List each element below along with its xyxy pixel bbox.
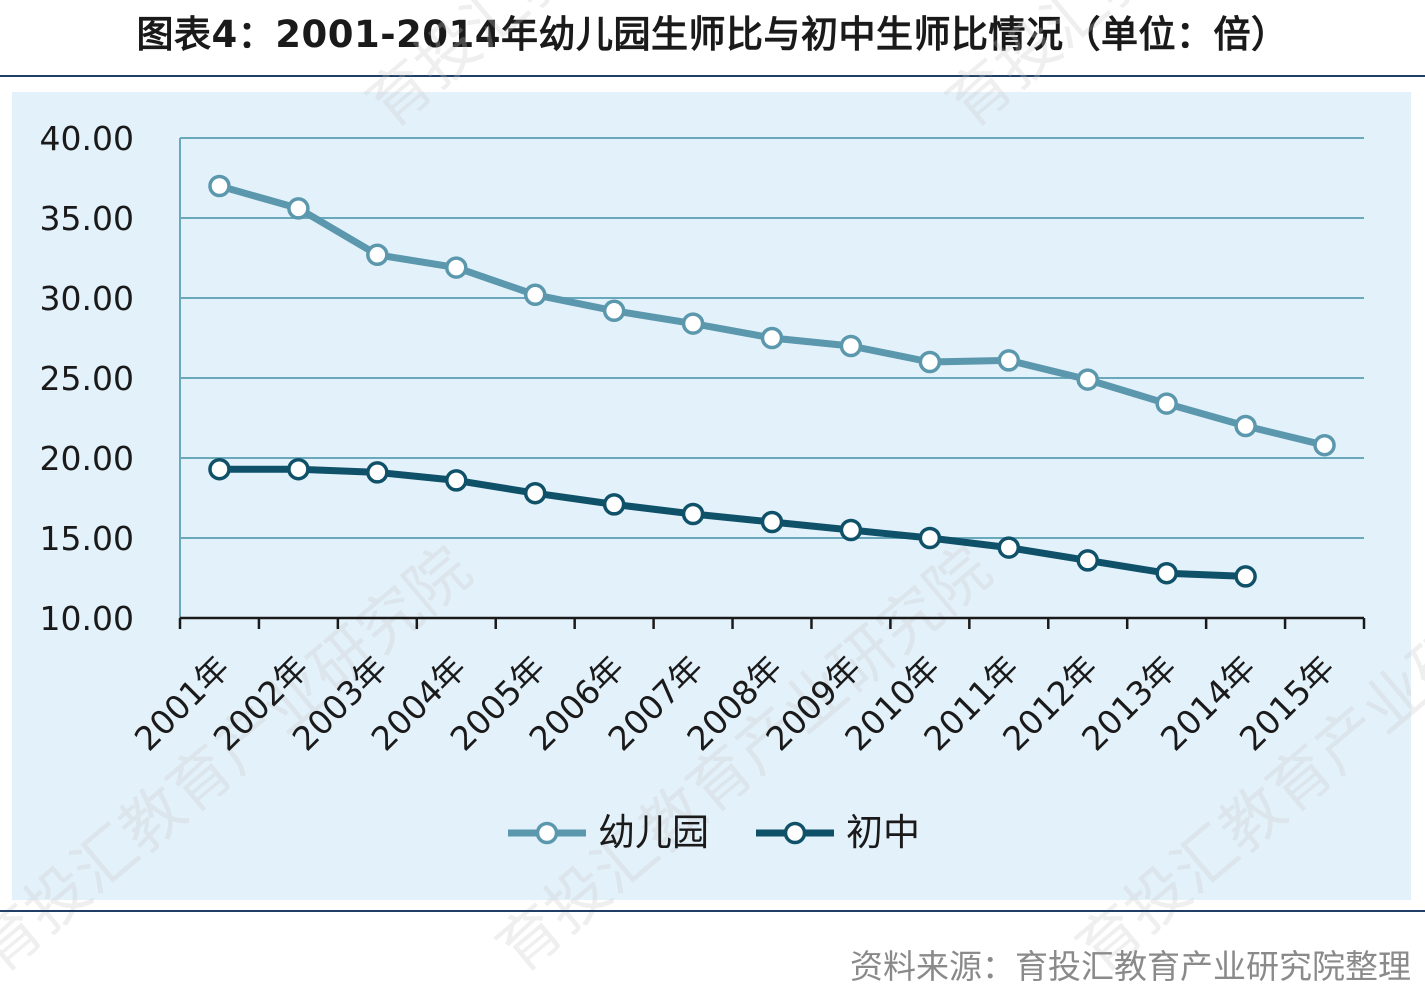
data-point [523, 481, 547, 505]
data-point [1234, 414, 1257, 438]
data-point [1155, 561, 1178, 585]
legend: 幼儿园 初中 [508, 811, 920, 854]
data-point [760, 510, 784, 534]
data-point [287, 457, 310, 481]
chart-title: 图表4：2001-2014年幼儿园生师比与初中生师比情况（单位：倍） [136, 13, 1289, 56]
data-point [602, 493, 626, 516]
legend-item: 初中 [756, 811, 920, 854]
legend-label: 幼儿园 [598, 811, 709, 854]
data-point [366, 461, 389, 484]
legend-swatch-marker [783, 821, 807, 845]
data-point [1234, 565, 1257, 588]
data-point [918, 526, 942, 550]
top-divider [0, 75, 1425, 77]
series-middle-school [208, 457, 1257, 588]
data-point [997, 349, 1021, 372]
y-tick-label: 25.00 [40, 359, 134, 398]
y-tick-label: 30.00 [40, 279, 134, 318]
plot-area [12, 92, 1411, 900]
bottom-divider [0, 910, 1425, 912]
data-point [445, 256, 468, 279]
series-line [219, 465, 1246, 580]
y-tick-label: 15.00 [40, 519, 134, 558]
data-point [681, 312, 705, 335]
data-point [445, 469, 468, 492]
data-point [208, 174, 231, 198]
data-point [760, 326, 784, 350]
y-tick-label: 10.00 [40, 599, 134, 638]
data-point [839, 334, 863, 358]
data-point [602, 299, 626, 323]
data-point [1313, 433, 1336, 457]
watermark-text: 育投汇教育产业研究院 [353, 0, 875, 141]
data-point [523, 283, 547, 307]
legend-item: 幼儿园 [508, 811, 709, 854]
watermark-text: 育投汇教育产业研究院 [483, 532, 1005, 986]
y-tick-label: 20.00 [40, 439, 134, 478]
gridlines [180, 137, 1364, 539]
data-point [1076, 368, 1099, 391]
watermark-text: 育投汇教育产业研究院 [1063, 532, 1425, 986]
series-layer [208, 174, 1336, 588]
watermark-text: 育投汇教育产业研究院 [933, 0, 1425, 141]
data-point [1076, 549, 1099, 572]
y-tick-labels: 10.00 15.00 20.00 25.00 30.00 35.00 40.00 [40, 119, 134, 638]
y-tick-label: 40.00 [40, 119, 134, 158]
series-kindergarten [208, 174, 1336, 457]
y-tick-label: 35.00 [40, 199, 134, 238]
data-point [287, 197, 310, 220]
data-point [366, 243, 389, 267]
data-point [1155, 392, 1178, 415]
data-point [918, 350, 942, 374]
legend-swatch-marker [535, 821, 559, 845]
source-note: 资料来源：育投汇教育产业研究院整理 [850, 947, 1411, 986]
legend-label: 初中 [846, 811, 920, 854]
data-point [208, 457, 231, 481]
data-point [839, 518, 863, 542]
axes [178, 138, 1366, 629]
data-point [997, 536, 1021, 559]
data-point [681, 502, 705, 526]
